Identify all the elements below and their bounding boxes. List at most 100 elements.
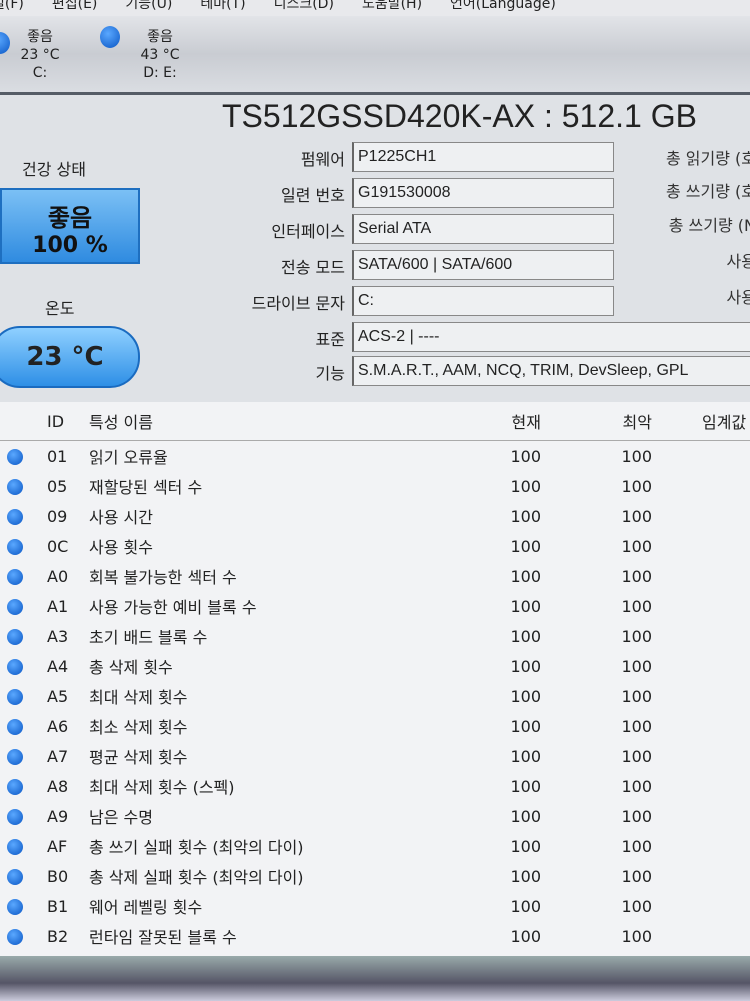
health-label: 건강 상태 <box>22 160 86 179</box>
info-label: 전송 모드 <box>281 258 345 277</box>
status-dot-icon <box>100 26 120 48</box>
attr-current: 100 <box>510 446 541 466</box>
attr-id: 09 <box>47 506 68 526</box>
attr-id: A4 <box>47 656 69 676</box>
attr-worst: 100 <box>621 476 652 496</box>
attr-worst: 100 <box>621 626 652 646</box>
attr-name: 총 삭제 횟수 <box>89 658 173 677</box>
menu-item[interactable]: 편집(E) <box>51 0 98 12</box>
table-row[interactable]: A7 평균 삭제 횟수 100 100 <box>0 741 750 771</box>
status-dot-icon <box>7 779 23 795</box>
table-row[interactable]: A1 사용 가능한 예비 블록 수 100 100 <box>0 591 750 621</box>
table-row[interactable]: AF 총 쓰기 실패 횟수 (최악의 다이) 100 100 <box>0 831 750 861</box>
status-dot-icon <box>7 929 23 945</box>
col-id[interactable]: ID <box>46 402 88 441</box>
attr-id: B1 <box>47 896 69 916</box>
status-dot-icon <box>7 629 23 645</box>
status-dot-icon <box>7 689 23 705</box>
info-label: 표준 <box>315 330 345 349</box>
disk-c-button[interactable]: 좋음 23 °C C: <box>10 28 70 82</box>
table-row[interactable]: A5 최대 삭제 횟수 100 100 <box>0 681 750 711</box>
status-dot-icon <box>7 839 23 855</box>
attr-id: 0C <box>47 536 69 556</box>
disk-temp: 23 °C <box>20 47 60 63</box>
info-label: 일련 번호 <box>281 186 345 205</box>
attr-worst: 100 <box>621 806 652 826</box>
table-row[interactable]: B2 런타임 잘못된 블록 수 100 100 <box>0 921 750 951</box>
temperature-value: 23 °C <box>0 326 140 388</box>
health-status-button[interactable]: 좋음 100 % <box>0 188 140 264</box>
table-row[interactable]: A0 회복 불가능한 섹터 수 100 100 <box>0 561 750 591</box>
attr-name: 런타임 잘못된 블록 수 <box>89 928 237 947</box>
attr-worst: 100 <box>621 596 652 616</box>
attr-name: 사용 가능한 예비 블록 수 <box>89 598 257 617</box>
info-value: P1225CH1 <box>352 142 614 172</box>
table-row[interactable]: A6 최소 삭제 횟수 100 100 <box>0 711 750 741</box>
attr-worst: 100 <box>621 716 652 736</box>
attr-id: 05 <box>47 476 68 496</box>
desktop-background <box>0 956 750 1001</box>
col-current[interactable]: 현재 <box>450 402 551 441</box>
attr-id: A7 <box>47 746 69 766</box>
table-row[interactable]: 05 재할당된 섹터 수 100 100 <box>0 471 750 501</box>
table-row[interactable]: 0C 사용 횟수 100 100 <box>0 531 750 561</box>
col-worst[interactable]: 최악 <box>551 402 662 441</box>
attr-worst: 100 <box>621 446 652 466</box>
menu-item[interactable]: 일(F) <box>0 0 24 12</box>
attr-name: 총 삭제 실패 횟수 (최악의 다이) <box>89 868 304 887</box>
disk-selector-bar: 좋음 23 °C C: 좋음 43 °C D: E: <box>0 16 750 95</box>
disk-de-button[interactable]: 좋음 43 °C D: E: <box>130 28 190 82</box>
attr-name: 재할당된 섹터 수 <box>89 478 203 497</box>
info-value: S.M.A.R.T., AAM, NCQ, TRIM, DevSleep, GP… <box>352 356 750 386</box>
menu-item[interactable]: 언어(Language) <box>450 0 556 12</box>
attr-id: A9 <box>47 806 69 826</box>
menu-item[interactable]: 디스크(D) <box>273 0 334 12</box>
table-row[interactable]: A8 최대 삭제 횟수 (스펙) 100 100 <box>0 771 750 801</box>
status-dot-icon <box>7 749 23 765</box>
attr-name: 평균 삭제 횟수 <box>89 748 188 767</box>
attr-worst: 100 <box>621 776 652 796</box>
menu-item[interactable]: 테마(T) <box>200 0 246 12</box>
right-info-label: 사용 <box>726 288 750 307</box>
menu-item[interactable]: 기능(U) <box>125 0 173 12</box>
col-name[interactable]: 특성 이름 <box>88 402 450 441</box>
table-row[interactable]: B0 총 삭제 실패 횟수 (최악의 다이) 100 100 <box>0 861 750 891</box>
status-dot-icon <box>7 599 23 615</box>
right-info-label: 사용 <box>726 252 750 271</box>
right-info-label: 총 쓰기량 (N <box>668 216 750 235</box>
attr-current: 100 <box>510 896 541 916</box>
attr-current: 100 <box>510 686 541 706</box>
info-label: 인터페이스 <box>271 222 345 241</box>
col-threshold[interactable]: 임계값 <box>662 402 750 441</box>
info-value: Serial ATA <box>352 214 614 244</box>
table-row[interactable]: 01 읽기 오류율 100 100 <box>0 441 750 472</box>
attr-worst: 100 <box>621 926 652 946</box>
drive-model-title: TS512GSSD420K-AX : 512.1 GB <box>222 98 697 134</box>
disk-status: 좋음 <box>147 29 173 45</box>
menu-item[interactable]: 도움말(H) <box>361 0 423 12</box>
attr-id: A3 <box>47 626 69 646</box>
disk-drive: D: E: <box>143 65 177 81</box>
attr-id: B0 <box>47 866 69 886</box>
attr-current: 100 <box>510 536 541 556</box>
attr-id: A1 <box>47 596 69 616</box>
attr-current: 100 <box>510 626 541 646</box>
attr-current: 100 <box>510 506 541 526</box>
table-row[interactable]: 09 사용 시간 100 100 <box>0 501 750 531</box>
attr-current: 100 <box>510 746 541 766</box>
table-row[interactable]: B1 웨어 레벨링 횟수 100 100 <box>0 891 750 921</box>
attr-current: 100 <box>510 926 541 946</box>
attr-current: 100 <box>510 596 541 616</box>
table-row[interactable]: A3 초기 배드 블록 수 100 100 <box>0 621 750 651</box>
info-value: C: <box>352 286 614 316</box>
status-dot-icon <box>7 509 23 525</box>
attr-worst: 100 <box>621 566 652 586</box>
status-dot-icon <box>7 869 23 885</box>
table-row[interactable]: A4 총 삭제 횟수 100 100 <box>0 651 750 681</box>
attr-id: A8 <box>47 776 69 796</box>
attr-id: B2 <box>47 926 69 946</box>
status-dot-icon <box>7 719 23 735</box>
health-percent: 100 % <box>32 233 108 258</box>
table-row[interactable]: A9 남은 수명 100 100 <box>0 801 750 831</box>
disk-status: 좋음 <box>27 29 53 45</box>
